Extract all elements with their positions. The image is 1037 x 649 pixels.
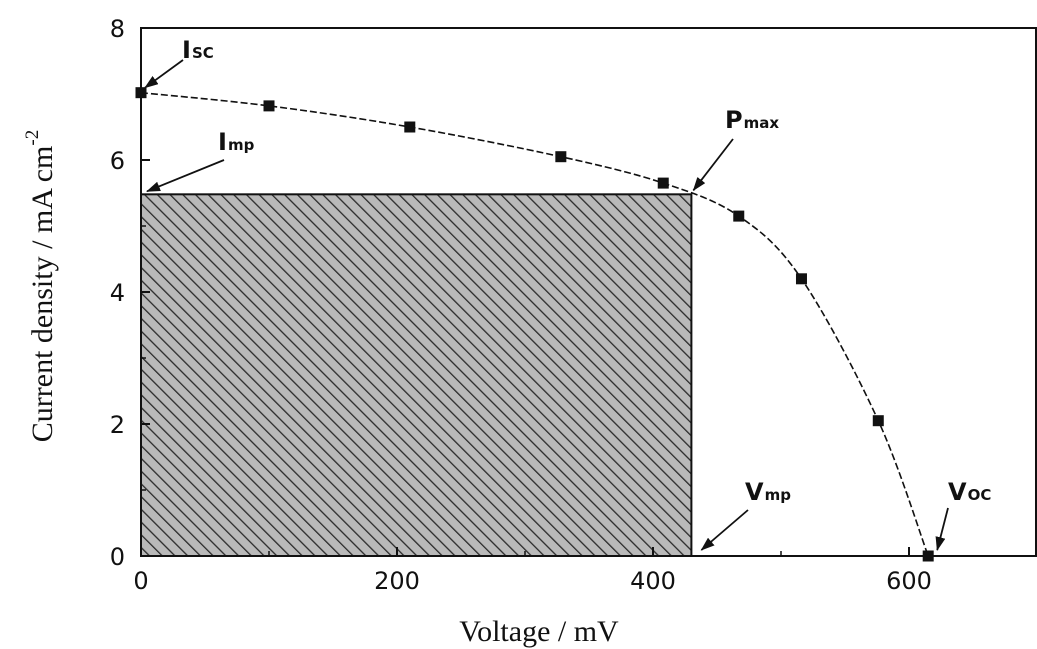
annotation-pmax-subscript: max [744,114,780,132]
y-axis-title-group: Current density / mA cm-2 [22,130,59,442]
y-tick-label: 0 [110,543,125,571]
annotation-arrow-voc [935,507,949,551]
data-point [657,177,669,189]
annotation-pmax-symbol: P [725,106,743,134]
annotation-voc: VOC [948,478,991,506]
annotation-voc-symbol: V [948,478,967,506]
y-tick-label: 8 [110,15,125,43]
y-tick-label: 4 [110,279,125,307]
annotation-imp: Imp [218,128,255,156]
y-tick-label: 6 [110,147,125,175]
annotation-isc-subscript: SC [192,44,214,62]
y-axis-title-text: Current density / mA cm [26,146,59,443]
max-power-rectangle [140,193,693,557]
x-axis-title: Voltage / mV [459,615,619,648]
y-axis-title: Current density / mA cm-2 [22,130,59,442]
data-point [872,415,884,427]
data-point [795,273,807,285]
y-axis-title-exponent: -2 [22,130,43,146]
annotation-vmp-subscript: mp [765,486,792,504]
annotation-arrow-pmax [692,138,734,192]
data-point [404,121,416,133]
x-tick-label: 600 [886,567,932,595]
x-tick-label: 200 [374,567,420,595]
annotation-vmp: Vmp [745,478,791,506]
annotation-vmp-symbol: V [745,478,764,506]
data-point [263,100,275,112]
annotation-arrow-vmp [700,509,749,551]
y-tick-label: 2 [110,411,125,439]
annotation-pmax: Pmax [725,106,779,134]
annotation-imp-symbol: I [218,128,227,156]
annotation-isc: ISC [182,36,214,64]
x-tick-label: 400 [630,567,676,595]
data-point [555,151,567,163]
annotation-voc-subscript: OC [968,486,992,504]
annotation-arrow-isc [144,59,184,89]
x-tick-label: 0 [133,567,148,595]
annotation-arrow-imp [146,159,225,193]
annotation-isc-symbol: I [182,36,191,64]
data-point [733,210,745,222]
annotation-imp-subscript: mp [228,136,255,154]
